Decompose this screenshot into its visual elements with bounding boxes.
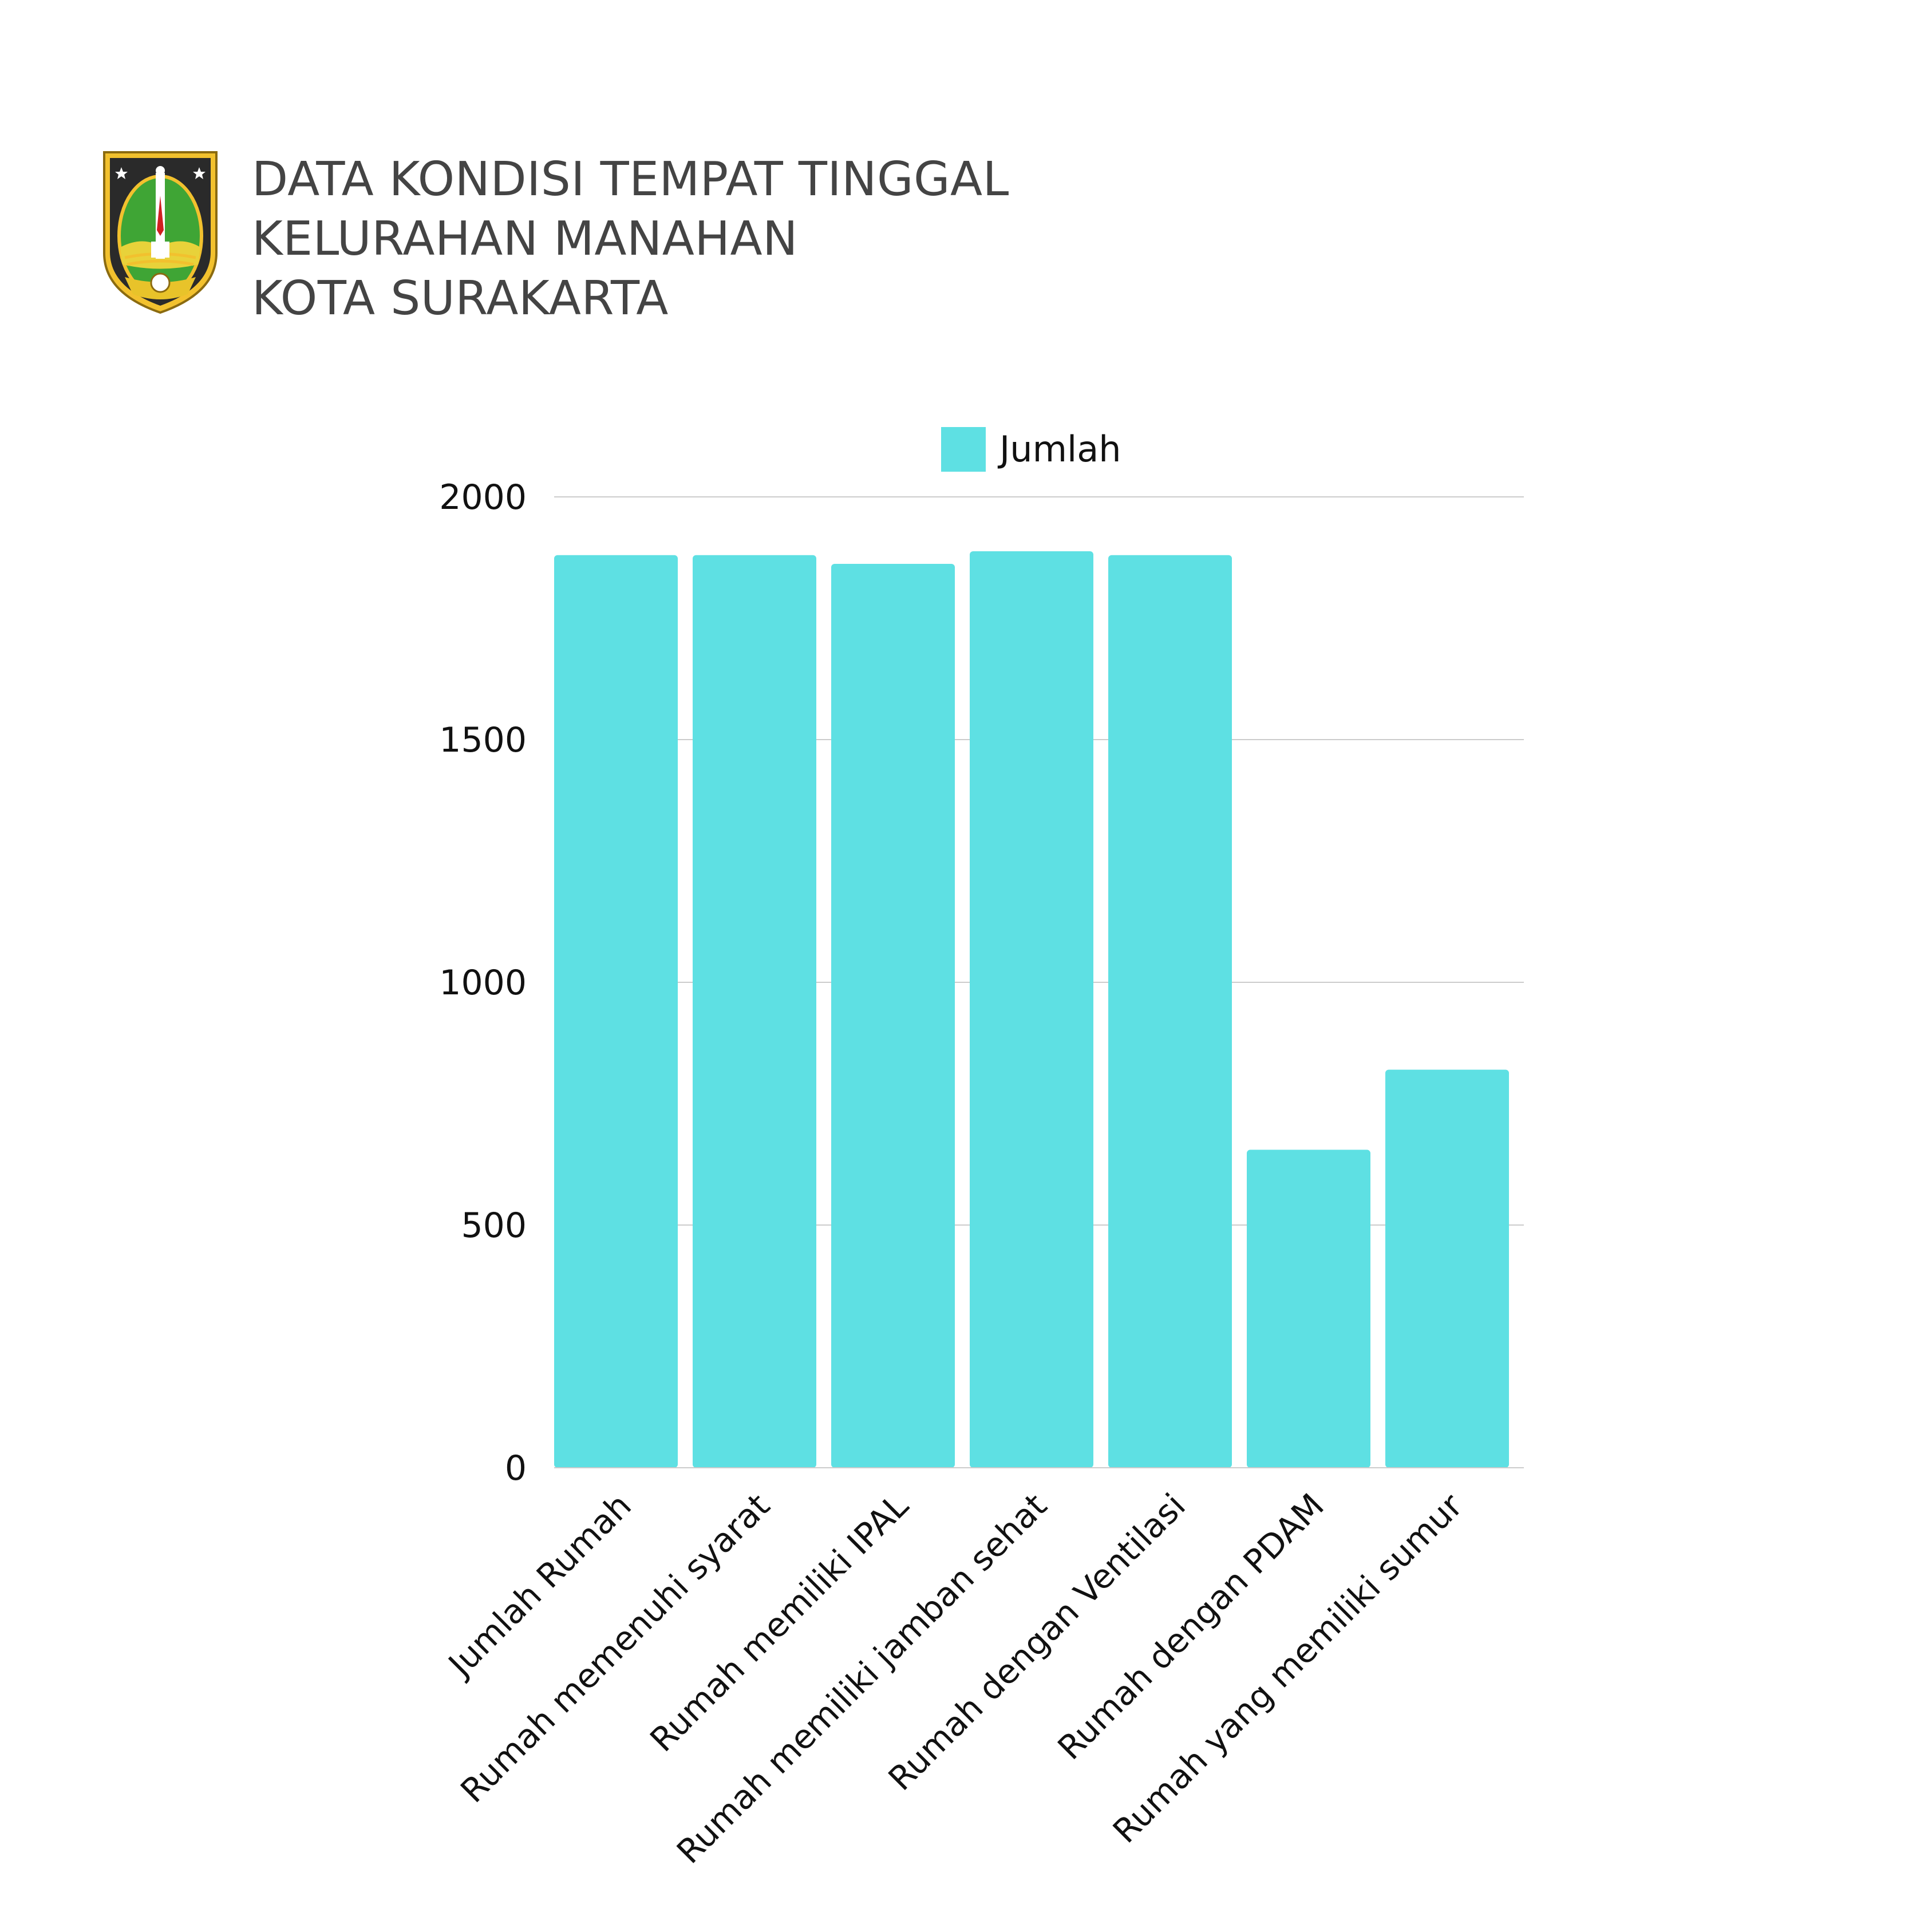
chart-header: DATA KONDISI TEMPAT TINGGAL KELURAHAN MA… [102, 150, 1009, 329]
y-tick-label: 0 [505, 1448, 527, 1488]
x-tick-label: Rumah dengan Ventilasi [881, 1486, 1193, 1798]
bar [831, 564, 955, 1468]
bar [1247, 1149, 1370, 1468]
title-line-2: KELURAHAN MANAHAN [252, 212, 798, 266]
bar [1385, 1069, 1509, 1468]
legend-swatch [941, 427, 986, 472]
bar [1108, 555, 1232, 1468]
x-tick-label: Rumah memiliki IPAL [642, 1486, 915, 1759]
title-line-3: KOTA SURAKARTA [252, 271, 669, 326]
y-tick-label: 1500 [439, 720, 527, 760]
chart-title: DATA KONDISI TEMPAT TINGGAL KELURAHAN MA… [252, 150, 1009, 329]
title-line-1: DATA KONDISI TEMPAT TINGGAL [252, 152, 1009, 207]
y-tick-label: 500 [461, 1206, 527, 1246]
y-tick-label: 1000 [439, 963, 527, 1003]
legend-label: Jumlah [997, 428, 1121, 470]
bar [693, 555, 816, 1468]
bar [970, 551, 1093, 1468]
bar [554, 555, 678, 1468]
x-tick-label: Rumah dengan PDAM [1050, 1486, 1332, 1767]
kota-surakarta-emblem-icon [103, 151, 218, 314]
y-tick-label: 2000 [439, 477, 527, 517]
